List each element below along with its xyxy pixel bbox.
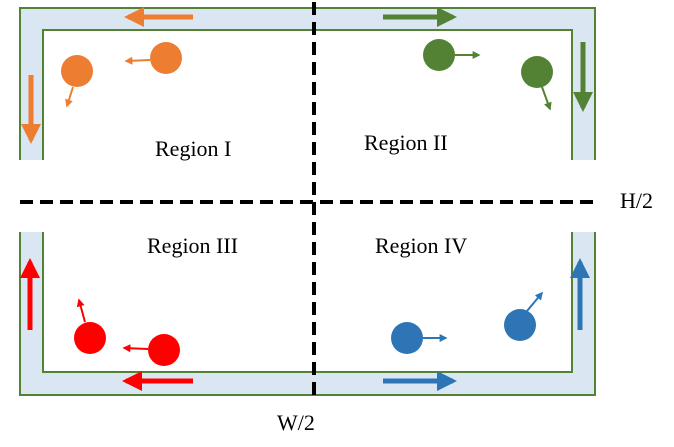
region-iii-label: Region III <box>147 233 238 258</box>
agent-region-iv-a <box>391 322 423 354</box>
region-iii-group <box>20 258 193 391</box>
agent-region-ii-a <box>423 39 455 71</box>
region-i-group <box>21 7 193 144</box>
region-iv-group <box>383 258 590 391</box>
agent-region-ii-b <box>521 56 553 88</box>
region-iv-label: Region IV <box>375 233 467 258</box>
width-half-label: W/2 <box>277 410 315 435</box>
agent-region-i-b <box>150 42 182 74</box>
agent-velocity-region-ii-b <box>541 86 552 111</box>
agent-region-iii-b <box>148 334 180 366</box>
agent-velocity-region-i-a <box>65 86 74 108</box>
left-exit-gap <box>19 160 45 232</box>
right-exit-gap <box>570 160 596 232</box>
agent-velocity-region-iii-a <box>76 298 86 323</box>
agent-region-i-a <box>61 55 93 87</box>
agent-velocity-region-iii-b <box>122 344 149 353</box>
agent-region-iv-b <box>504 309 536 341</box>
region-i-label: Region I <box>155 136 231 161</box>
agent-velocity-region-i-b <box>124 56 151 65</box>
agent-velocity-region-iv-b <box>526 291 544 312</box>
region-ii-label: Region II <box>364 130 448 155</box>
region-ii-group <box>383 7 593 112</box>
agent-region-iii-a <box>74 322 106 354</box>
height-half-label: H/2 <box>620 188 653 213</box>
